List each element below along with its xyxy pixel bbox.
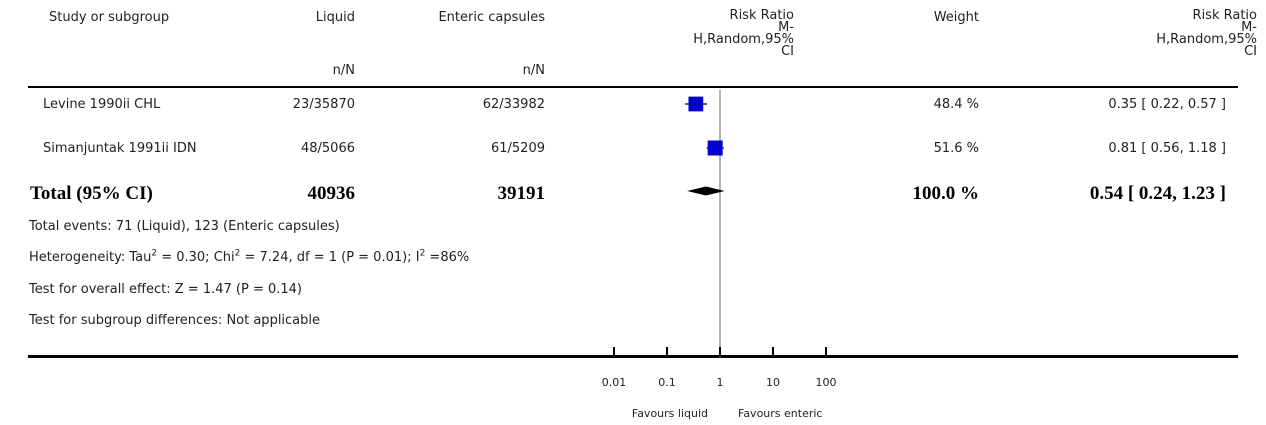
superscript: 2	[234, 248, 241, 259]
study-point-marker	[688, 96, 704, 112]
rr-header-line-4: CI	[1244, 44, 1257, 59]
tick-label: 10	[766, 376, 780, 389]
heterogeneity-part-4: =86%	[425, 250, 470, 265]
plot-header-line-4: CI	[781, 44, 794, 59]
study-point-marker	[707, 140, 723, 156]
group1-unit-header: n/N	[332, 63, 355, 78]
tick-label: 0.01	[601, 376, 627, 389]
rr-header-line-1: Risk Ratio	[1192, 8, 1257, 23]
favours-right-label: Favours enteric	[738, 407, 823, 420]
pooled-diamond	[687, 186, 725, 196]
total-weight: 100.0 %	[912, 183, 980, 204]
total-group2: 39191	[497, 183, 546, 204]
plot-header-line-2: M-	[778, 20, 794, 35]
group1-column-header: Liquid	[315, 10, 355, 25]
group2-cell: 61/5209	[490, 141, 545, 156]
study-name: Simanjuntak 1991ii IDN	[43, 141, 197, 156]
group2-unit-header: n/N	[522, 63, 545, 78]
ci-cell: 0.81 [ 0.56, 1.18 ]	[1108, 141, 1226, 156]
heterogeneity-part-2: = 0.30; Chi	[157, 250, 235, 265]
group2-cell: 62/33982	[482, 97, 545, 112]
weight-column-header: Weight	[933, 10, 979, 25]
weight-cell: 48.4 %	[933, 97, 979, 112]
total-group1: 40936	[307, 183, 356, 204]
total-ci: 0.54 [ 0.24, 1.23 ]	[1089, 183, 1226, 204]
plot-column-header: Risk Ratio M- H,Random,95% CI	[693, 8, 794, 59]
tick-label: 1	[716, 376, 724, 389]
overall-effect-note: Test for overall effect: Z = 1.47 (P = 0…	[29, 282, 302, 297]
group1-cell: 48/5066	[300, 141, 355, 156]
tick-label: 100	[815, 376, 837, 389]
tick-label: 0.1	[658, 376, 676, 389]
bottom-rule	[28, 355, 1238, 358]
study-name: Levine 1990ii CHL	[43, 97, 161, 112]
ci-cell: 0.35 [ 0.22, 0.57 ]	[1108, 97, 1226, 112]
superscript: 2	[419, 248, 426, 259]
plot-header-line-3: H,Random,95%	[693, 32, 794, 47]
heterogeneity-part-3: = 7.24, df = 1 (P = 0.01); I	[240, 250, 420, 265]
total-label: Total (95% CI)	[30, 183, 153, 204]
rr-column-header: Risk Ratio M- H,Random,95% CI	[1156, 8, 1257, 59]
rr-header-line-2: M-	[1241, 20, 1257, 35]
heterogeneity-note: Heterogeneity: Tau2 = 0.30; Chi2 = 7.24,…	[29, 248, 470, 265]
subgroup-note: Test for subgroup differences: Not appli…	[29, 313, 321, 328]
total-events-note: Total events: 71 (Liquid), 123 (Enteric …	[29, 219, 340, 234]
group1-cell: 23/35870	[292, 97, 355, 112]
weight-cell: 51.6 %	[933, 141, 979, 156]
study-column-header: Study or subgroup	[49, 10, 170, 25]
heterogeneity-part-1: Heterogeneity: Tau	[29, 250, 152, 265]
header-rule	[28, 86, 1238, 88]
group2-column-header: Enteric capsules	[438, 10, 545, 25]
rr-header-line-3: H,Random,95%	[1156, 32, 1257, 47]
favours-left-label: Favours liquid	[631, 407, 708, 420]
plot-header-line-1: Risk Ratio	[729, 8, 794, 23]
superscript: 2	[151, 248, 158, 259]
